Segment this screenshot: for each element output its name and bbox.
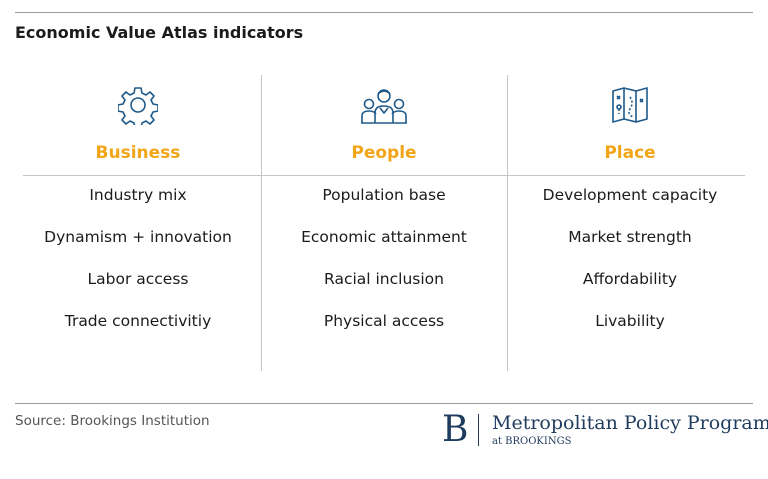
column-heading: People [351, 143, 417, 163]
column-business: Business Industry mix Dynamism + innovat… [15, 75, 261, 371]
column-people: People Population base Economic attainme… [261, 75, 507, 371]
brookings-logo: B Metropolitan Policy Program at BROOKIN… [442, 409, 768, 450]
list-item: Development capacity [542, 186, 718, 204]
list-item: Labor access [87, 270, 189, 288]
column-place: Place Development capacity Market streng… [507, 75, 753, 371]
bottom-rule [15, 403, 753, 404]
list-item: Market strength [568, 228, 692, 246]
map-icon [612, 87, 648, 123]
list-item: Racial inclusion [324, 270, 444, 288]
column-divider [507, 75, 508, 371]
gear-icon [118, 87, 158, 125]
top-rule [15, 12, 753, 13]
logo-program-name: Metropolitan Policy Program [492, 412, 768, 434]
list-item: Livability [595, 312, 665, 330]
people-icon [361, 89, 407, 124]
list-item: Dynamism + innovation [44, 228, 232, 246]
list-item: Physical access [323, 312, 445, 330]
source-note: Source: Brookings Institution [15, 413, 210, 429]
indicators-table: Business Industry mix Dynamism + innovat… [15, 75, 753, 371]
list-item: Industry mix [89, 186, 187, 204]
list-item: Economic attainment [301, 228, 467, 246]
logo-letter: B [442, 409, 469, 450]
column-divider [261, 75, 262, 371]
logo-subtitle: at BROOKINGS [492, 436, 572, 447]
column-heading: Place [604, 143, 656, 163]
page-title: Economic Value Atlas indicators [15, 23, 304, 42]
list-item: Trade connectivitiy [64, 312, 212, 330]
list-item: Population base [322, 186, 446, 204]
logo-divider [478, 414, 479, 446]
header-divider [23, 175, 745, 176]
column-heading: Business [95, 143, 181, 163]
list-item: Affordability [582, 270, 678, 288]
